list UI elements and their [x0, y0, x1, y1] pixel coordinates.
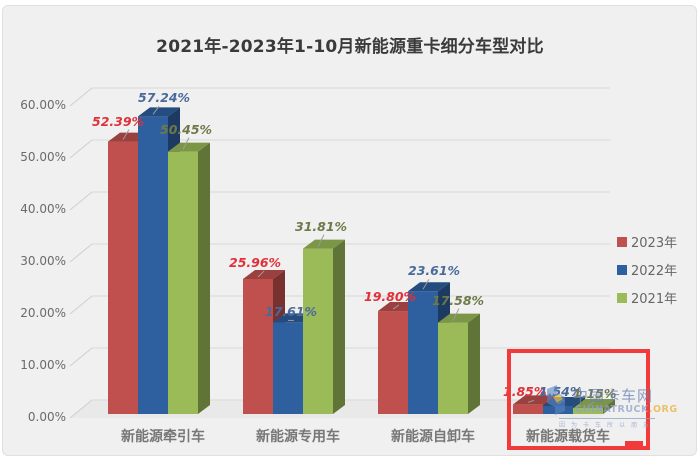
leader-line	[587, 401, 595, 407]
data-label: 52.39%	[92, 113, 145, 129]
y-tick-label: 0.00%	[27, 410, 66, 424]
leader-line	[317, 234, 325, 247]
bar-top	[513, 395, 555, 405]
highlight-marker	[625, 441, 643, 447]
bar-top	[243, 270, 285, 280]
bar-top	[438, 313, 480, 323]
bar-top	[138, 107, 180, 117]
legend-item: 2021年	[617, 288, 677, 307]
y-tick-label: 40.00%	[20, 202, 66, 216]
watermark: 中国卡车网 CHINATRUCK.ORG 因为卡车所以朋友	[545, 385, 677, 435]
leader-line	[257, 270, 265, 278]
bar-side	[468, 313, 480, 414]
x-category-label: 新能源载货车	[526, 429, 610, 445]
data-label: 1.15%	[573, 386, 617, 402]
leader-line	[422, 278, 430, 290]
x-category-label: 新能源自卸车	[391, 429, 475, 445]
data-label: 23.61%	[408, 263, 461, 279]
y-tick-label: 50.00%	[20, 150, 66, 164]
gridline-slant	[69, 87, 93, 107]
bar	[168, 151, 198, 414]
bar	[138, 116, 168, 415]
gridline-slant	[69, 191, 93, 211]
legend-label: 2023年	[631, 236, 678, 251]
bar	[408, 291, 438, 414]
leader-line	[182, 137, 190, 150]
bar	[513, 404, 543, 414]
highlight-box	[507, 349, 650, 450]
bar-top	[408, 282, 450, 292]
leader-line	[527, 399, 535, 403]
watermark-cn: 中国卡车网	[573, 387, 654, 405]
watermark-en: CHINATRUCK.ORG	[575, 404, 678, 415]
bar	[378, 311, 408, 414]
bar-side	[198, 142, 210, 414]
leader-line	[392, 304, 400, 310]
gridline-slant	[69, 295, 93, 315]
gridline-slant	[69, 347, 93, 367]
data-label: 25.96%	[229, 255, 282, 270]
data-label: 57.24%	[138, 90, 191, 106]
leader-line	[152, 106, 160, 115]
y-tick-label: 60.00%	[20, 98, 66, 112]
bar-top	[303, 239, 345, 249]
data-label: 50.45%	[160, 121, 213, 137]
gridline-slant	[69, 243, 93, 263]
bar	[243, 279, 273, 414]
data-label: 17.61%	[265, 304, 318, 320]
bar	[303, 248, 333, 414]
bar	[573, 408, 603, 414]
watermark-sub: 因为卡车所以朋友	[559, 418, 656, 429]
bar-side	[333, 239, 345, 414]
legend-label: 2021年	[631, 292, 678, 307]
y-tick-label: 10.00%	[20, 358, 66, 372]
legend-item: 2023年	[617, 232, 677, 251]
y-tick-label: 20.00%	[20, 306, 66, 320]
watermark-logo-icon	[547, 385, 565, 415]
data-label: 31.81%	[295, 218, 348, 234]
bar-side	[603, 399, 615, 414]
legend-swatch	[617, 292, 627, 303]
data-label: 1.85%	[503, 384, 547, 400]
leader-line	[452, 308, 460, 321]
gridline-slant	[69, 399, 93, 419]
data-label: 17.58%	[432, 292, 485, 308]
x-category-label: 新能源专用车	[256, 429, 340, 445]
data-label: 19.80%	[364, 289, 417, 305]
x-category-label: 新能源牵引车	[121, 429, 205, 445]
bar	[438, 322, 468, 414]
chart-title: 2021年-2023年1-10月新能源重卡细分车型对比	[156, 37, 544, 57]
legend-item: 2022年	[617, 260, 677, 279]
bar-top	[573, 399, 615, 409]
bar	[273, 322, 303, 414]
legend-swatch	[617, 236, 627, 247]
leader-line	[122, 129, 130, 140]
bar	[108, 141, 138, 414]
legend-label: 2022年	[631, 264, 678, 279]
bar-top	[168, 142, 210, 152]
y-tick-label: 30.00%	[20, 254, 66, 268]
legend-swatch	[617, 264, 627, 275]
gridline-slant	[69, 139, 93, 159]
